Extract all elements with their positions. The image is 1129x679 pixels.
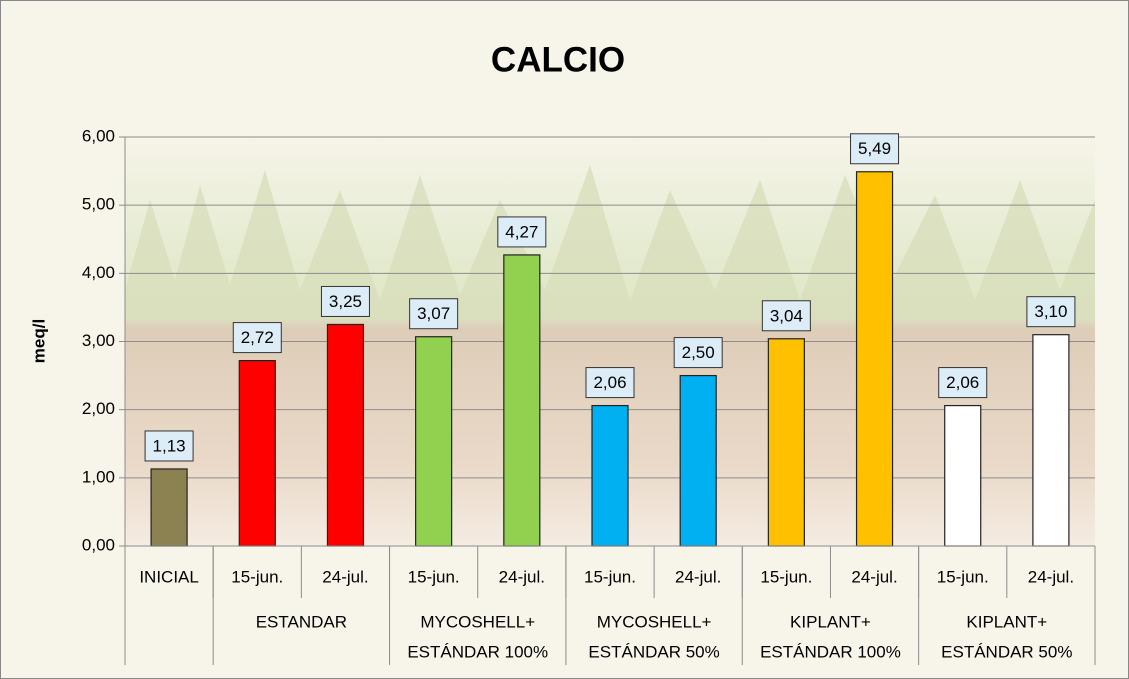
group-label: ESTÁNDAR 100% xyxy=(760,642,901,661)
y-tick-label: 3,00 xyxy=(82,331,115,350)
value-label: 3,25 xyxy=(329,292,362,311)
x-tick-label: 24-jul. xyxy=(675,567,721,586)
group-label: ESTÁNDAR 50% xyxy=(941,642,1072,661)
value-label: 2,50 xyxy=(682,343,715,362)
bar xyxy=(238,359,276,547)
group-label: ESTÁNDAR 100% xyxy=(407,642,548,661)
x-tick-label: 15-jun. xyxy=(937,567,989,586)
value-label-box xyxy=(673,337,723,369)
value-label-box xyxy=(320,285,370,317)
value-label: 2,06 xyxy=(946,373,979,392)
x-tick-label: 24-jul. xyxy=(499,567,545,586)
value-label: 4,27 xyxy=(505,222,538,241)
value-label: 2,72 xyxy=(241,328,274,347)
y-tick-label: 2,00 xyxy=(82,399,115,418)
group-label: MYCOSHELL+ xyxy=(597,612,712,631)
value-label: 2,06 xyxy=(593,373,626,392)
value-label: 5,49 xyxy=(858,139,891,158)
value-label: 3,07 xyxy=(417,304,450,323)
value-label-box xyxy=(497,216,547,248)
bar xyxy=(679,374,717,547)
y-axis-label: meq/l xyxy=(29,319,48,363)
bar xyxy=(855,171,894,547)
group-label: MYCOSHELL+ xyxy=(420,612,535,631)
y-tick-label: 0,00 xyxy=(82,535,115,554)
value-label: 1,13 xyxy=(153,436,186,455)
x-tick-label: 24-jul. xyxy=(1028,567,1074,586)
chart-title: CALCIO xyxy=(491,40,625,79)
value-label-box xyxy=(409,298,459,330)
value-label-box xyxy=(761,300,811,332)
bar xyxy=(415,336,453,547)
x-tick-label: 15-jun. xyxy=(760,567,812,586)
value-label-box xyxy=(232,322,282,354)
group-label: ESTÁNDAR 50% xyxy=(588,642,719,661)
value-label-box xyxy=(144,430,194,462)
bar xyxy=(944,404,982,547)
value-label-box xyxy=(850,133,900,165)
value-label-box xyxy=(585,367,635,399)
value-label-box xyxy=(938,367,988,399)
bar xyxy=(503,254,541,547)
x-tick-label: 15-jun. xyxy=(231,567,283,586)
y-tick-label: 6,00 xyxy=(82,126,115,145)
x-tick-label: INICIAL xyxy=(139,567,199,586)
group-label: KIPLANT+ xyxy=(790,612,871,631)
group-label: KIPLANT+ xyxy=(966,612,1047,631)
x-tick-label: 15-jun. xyxy=(584,567,636,586)
group-label: ESTANDAR xyxy=(256,612,347,631)
bar xyxy=(150,468,188,547)
grass xyxy=(125,165,1095,320)
bar xyxy=(1032,334,1070,547)
y-tick-label: 4,00 xyxy=(82,263,115,282)
x-tick-label: 24-jul. xyxy=(851,567,897,586)
value-label: 3,10 xyxy=(1034,302,1067,321)
bar xyxy=(326,323,365,547)
value-label-box xyxy=(1026,296,1076,328)
y-tick-label: 5,00 xyxy=(82,195,115,214)
bar xyxy=(591,404,629,547)
x-tick-label: 24-jul. xyxy=(322,567,368,586)
x-tick-label: 15-jun. xyxy=(408,567,460,586)
bar xyxy=(767,338,805,547)
y-tick-label: 1,00 xyxy=(82,467,115,486)
value-label: 3,04 xyxy=(770,306,803,325)
